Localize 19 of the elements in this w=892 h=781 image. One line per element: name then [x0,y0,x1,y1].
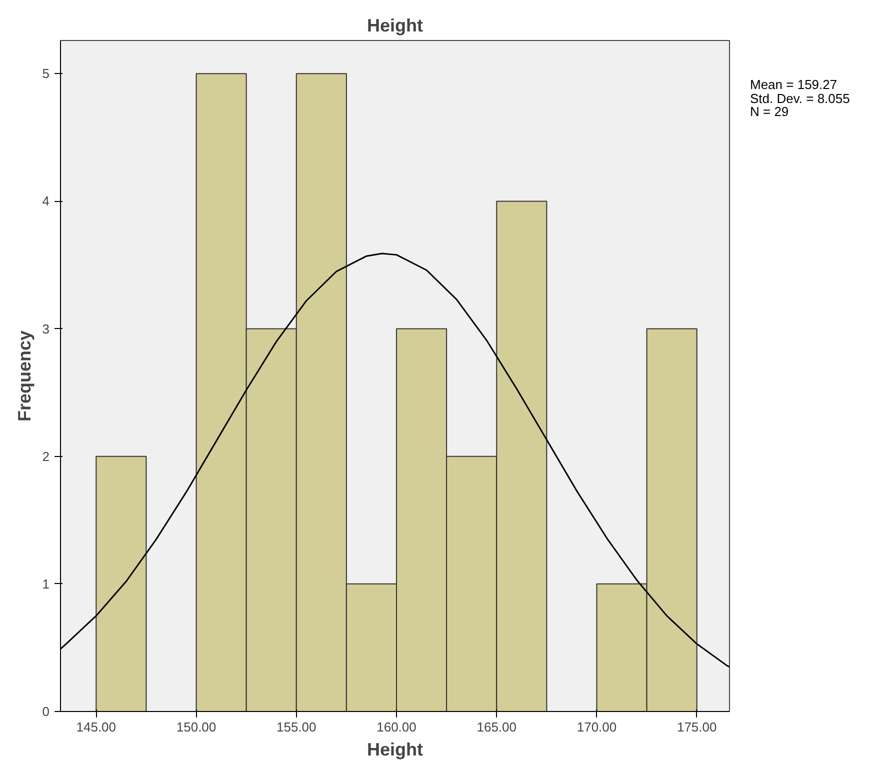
x-tick-label: 165.00 [476,720,517,734]
text: N = 29 [750,104,789,120]
text: Std. Dev. = 8.055 [750,90,850,106]
x-tick-label: 155.00 [276,720,316,734]
y-axis-title: Frequency [14,330,34,422]
x-tick-label: 145.00 [76,720,116,734]
y-tick-label: 5 [42,66,50,82]
y-tick-label: 1 [42,576,50,592]
y-tick-label: 2 [42,448,50,464]
y-tick-label: 3 [42,321,50,336]
text: Mean = 159.27 [750,77,838,92]
x-tick-label: 150.00 [176,720,216,734]
x-tick-label: 170.00 [576,720,617,734]
y-tick-label: 4 [42,194,50,209]
x-tick-label: 175.00 [676,720,717,734]
y-tick-label: 0 [42,704,50,719]
x-tick-label: 160.00 [376,720,416,734]
chart-title: Height [367,16,424,36]
x-axis-title: Height [367,740,424,760]
